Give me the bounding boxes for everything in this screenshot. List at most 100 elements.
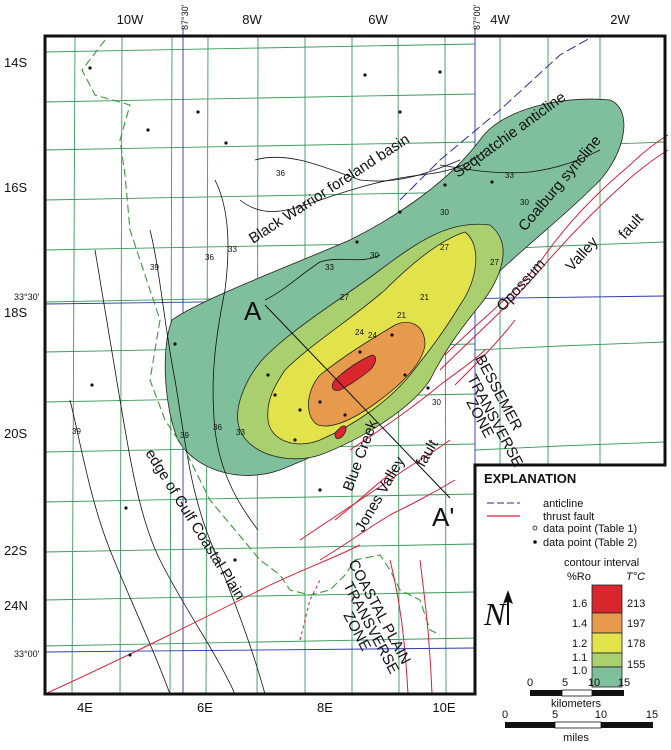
ro-value: 1.4 — [572, 618, 587, 630]
zone-ro-1.4-1.6 — [308, 321, 426, 427]
township-label: 18S — [4, 305, 27, 320]
legend-swatch-1.4-1.6 — [591, 612, 623, 634]
contour-label: 30 — [370, 251, 379, 260]
ro-value: 1.1 — [572, 652, 587, 664]
contour-label: 30 — [520, 198, 529, 207]
range-label: 8E — [317, 700, 333, 715]
km-tick: 5 — [562, 677, 568, 689]
contour-label: 21 — [420, 293, 429, 302]
t-value: 213 — [627, 598, 645, 610]
legend: EXPLANATION anticline thrust fault data … — [484, 471, 645, 688]
range-label: 6E — [197, 700, 213, 715]
contour-label: 36 — [276, 169, 285, 178]
km-tick: 15 — [618, 677, 630, 689]
zone-ro-above-1.6 — [331, 354, 376, 391]
contour-interval-title: contour interval — [564, 557, 639, 569]
km-tick: 10 — [588, 677, 600, 689]
parallel-label: 33°00' — [14, 649, 40, 659]
t-header: T°C — [626, 571, 645, 583]
township-label: 16S — [4, 180, 27, 195]
opossum-fault-label: fault — [615, 210, 647, 243]
township-label: 14S — [4, 55, 27, 70]
parallel-label: 33°30' — [14, 292, 40, 302]
km-title: kilometers — [551, 698, 602, 710]
legend-anticline-label: anticline — [543, 498, 583, 510]
contour-label: 36 — [205, 253, 214, 262]
scale-miles: 0 5 10 15 miles — [502, 709, 658, 744]
parallel-labels: 33°30' 33°00' — [14, 292, 40, 659]
contour-label: 24 — [355, 328, 364, 337]
range-label: 8W — [242, 12, 262, 27]
bottom-range-labels: 4E 6E 8E 10E — [77, 700, 456, 715]
range-label: 2W — [610, 12, 630, 27]
contour-label: 27 — [340, 293, 349, 302]
mi-tick: 10 — [595, 709, 607, 721]
km-tick: 0 — [527, 677, 533, 689]
zone-ro-above-1.6-small — [334, 425, 347, 439]
meridian-label: 87°00' — [472, 4, 482, 30]
legend-swatch-above-1.6 — [591, 584, 623, 614]
ro-value: 1.6 — [572, 598, 587, 610]
gulf-coastal-plain-edge — [81, 39, 441, 636]
contour-label: 24 — [368, 331, 377, 340]
contour-label: 33 — [228, 245, 237, 254]
township-label: 20S — [4, 426, 27, 441]
contour-label: 39 — [180, 431, 189, 440]
mi-tick: 15 — [646, 709, 658, 721]
mi-tick: 0 — [502, 709, 508, 721]
legend-swatch-1.1-1.2 — [591, 652, 623, 668]
contour-label: 33 — [505, 171, 514, 180]
scale-kilometers: 0 5 10 15 kilometers — [527, 677, 630, 710]
legend-dp1-label: data point (Table 1) — [543, 523, 637, 535]
ro-value: 1.0 — [572, 665, 587, 677]
maturity-zones — [164, 98, 625, 476]
data-points — [88, 66, 494, 657]
north-arrow: N — [483, 590, 513, 632]
section-a-prime-label: A' — [432, 502, 454, 532]
sequatchie-anticline-axis — [399, 37, 591, 201]
t-value: 155 — [627, 659, 645, 671]
contour-label: 39 — [150, 263, 159, 272]
mi-title: miles — [563, 732, 589, 744]
township-label: 24N — [4, 598, 28, 613]
t-value: 197 — [627, 618, 645, 630]
ro-value: 1.2 — [572, 638, 587, 650]
contour-label: 36 — [213, 423, 222, 432]
legend-dp2-symbol — [533, 540, 537, 544]
range-label: 4W — [490, 12, 510, 27]
meridian-label: 87°30' — [180, 4, 190, 30]
section-a-label: A — [244, 296, 262, 326]
ro-header: %Ro — [567, 571, 591, 583]
contour-label: 30 — [440, 208, 449, 217]
range-label: 10W — [117, 12, 144, 27]
legend-title: EXPLANATION — [484, 471, 576, 486]
range-label: 4E — [77, 700, 93, 715]
legend-dp2-label: data point (Table 2) — [543, 537, 637, 549]
cross-section-line — [264, 304, 451, 499]
contour-label: 30 — [432, 398, 441, 407]
valley-label: Valley — [562, 233, 602, 274]
contour-label: 33 — [325, 263, 334, 272]
meridian-labels: 87°30' 87°00' — [180, 4, 482, 30]
legend-swatch-1.2-1.4 — [591, 632, 623, 654]
legend-dp1-symbol — [532, 525, 538, 531]
contour-lines — [69, 149, 601, 695]
range-label: 10E — [432, 700, 455, 715]
contour-label: 21 — [397, 311, 406, 320]
north-letter: N — [483, 596, 507, 632]
contour-label: 27 — [490, 258, 499, 267]
township-label: 22S — [4, 543, 27, 558]
map-frame — [43, 34, 667, 696]
contour-label: 27 — [440, 243, 449, 252]
range-label: 6W — [368, 12, 388, 27]
contour-value-labels: 39 36 33 30 27 24 21 33 30 36 33 39 39 3… — [72, 169, 529, 440]
contour-label: 39 — [72, 427, 81, 436]
legend-thrust-fault-label: thrust fault — [543, 511, 594, 523]
thrust-faults — [44, 134, 669, 695]
t-value: 178 — [627, 638, 645, 650]
mi-tick: 5 — [552, 709, 558, 721]
township-labels: 14S 16S 18S 20S 22S 24N — [4, 55, 28, 613]
contour-label: 33 — [236, 428, 245, 437]
legend-swatch-1.0-1.1 — [591, 666, 623, 688]
